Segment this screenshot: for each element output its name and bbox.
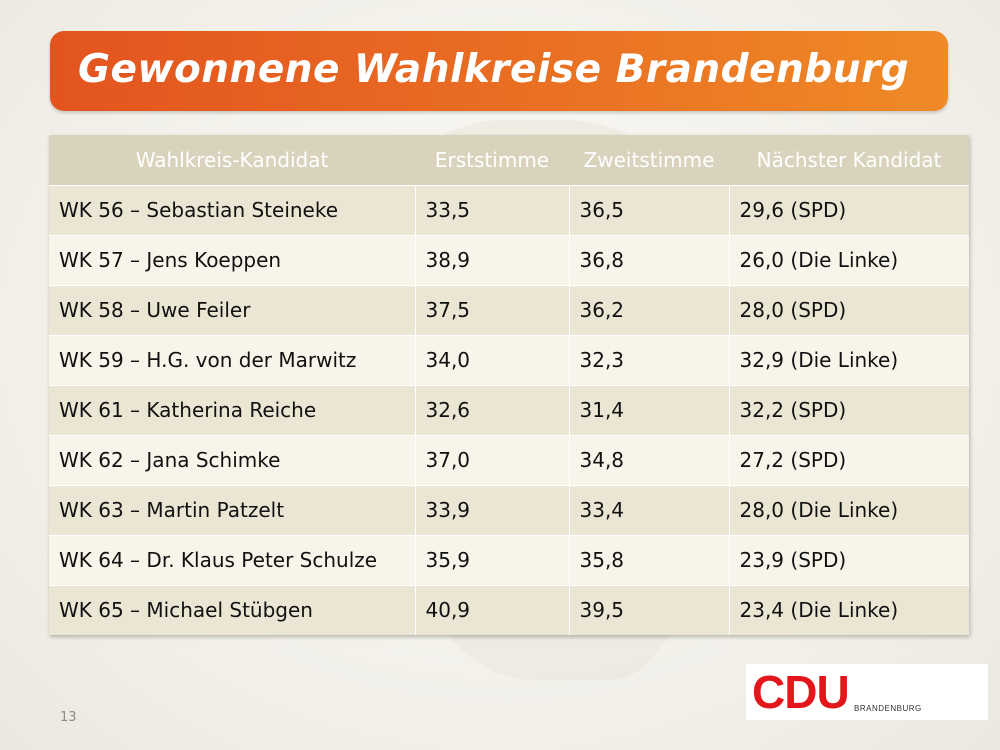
logo-cdu-text: CDU xyxy=(752,666,850,718)
cell-erststimme: 40,9 xyxy=(415,584,570,635)
cell-erststimme: 37,0 xyxy=(415,434,570,485)
cell-kandidat: WK 59 – H.G. von der Marwitz xyxy=(49,334,416,385)
cell-naechster-kandidat: 32,2 (SPD) xyxy=(729,384,969,435)
table-row: WK 62 – Jana Schimke 37,0 34,8 27,2 (SPD… xyxy=(49,434,969,485)
cell-kandidat: WK 61 – Katherina Reiche xyxy=(49,384,416,435)
cell-naechster-kandidat: 28,0 (Die Linke) xyxy=(729,484,969,535)
cell-erststimme: 34,0 xyxy=(415,334,570,385)
cell-kandidat: WK 58 – Uwe Feiler xyxy=(49,284,416,335)
cell-zweitstimme: 35,8 xyxy=(569,534,730,585)
cell-naechster-kandidat: 28,0 (SPD) xyxy=(729,284,969,335)
cell-zweitstimme: 36,8 xyxy=(569,234,730,285)
cell-zweitstimme: 36,2 xyxy=(569,284,730,335)
header-zweitstimme: Zweitstimme xyxy=(583,147,715,172)
cell-kandidat: WK 63 – Martin Patzelt xyxy=(49,484,416,535)
cell-erststimme: 33,9 xyxy=(415,484,570,535)
results-table-container: Wahlkreis-Kandidat Erststimme Zweitstimm… xyxy=(49,135,969,635)
cell-kandidat: WK 65 – Michael Stübgen xyxy=(49,584,416,635)
logo-subtitle: BRANDENBURG xyxy=(854,704,922,713)
cell-naechster-kandidat: 23,9 (SPD) xyxy=(729,534,969,585)
table-row: WK 58 – Uwe Feiler 37,5 36,2 28,0 (SPD) xyxy=(49,284,969,335)
header-naechster-kandidat: Nächster Kandidat xyxy=(756,147,942,172)
cell-zweitstimme: 36,5 xyxy=(569,184,730,235)
header-erststimme: Erststimme xyxy=(434,147,550,172)
cell-kandidat: WK 62 – Jana Schimke xyxy=(49,434,416,485)
table-row: WK 63 – Martin Patzelt 33,9 33,4 28,0 (D… xyxy=(49,484,969,535)
table-row: WK 64 – Dr. Klaus Peter Schulze 35,9 35,… xyxy=(49,534,969,585)
cell-zweitstimme: 34,8 xyxy=(569,434,730,485)
cell-erststimme: 35,9 xyxy=(415,534,570,585)
cell-erststimme: 32,6 xyxy=(415,384,570,435)
table-row: WK 57 – Jens Koeppen 38,9 36,8 26,0 (Die… xyxy=(49,234,969,285)
cell-zweitstimme: 31,4 xyxy=(569,384,730,435)
cell-naechster-kandidat: 23,4 (Die Linke) xyxy=(729,584,969,635)
table-row: WK 61 – Katherina Reiche 32,6 31,4 32,2 … xyxy=(49,384,969,435)
table-row: WK 56 – Sebastian Steineke 33,5 36,5 29,… xyxy=(49,184,969,235)
cell-zweitstimme: 33,4 xyxy=(569,484,730,535)
cell-kandidat: WK 64 – Dr. Klaus Peter Schulze xyxy=(49,534,416,585)
cell-naechster-kandidat: 27,2 (SPD) xyxy=(729,434,969,485)
results-table: Wahlkreis-Kandidat Erststimme Zweitstimm… xyxy=(49,135,969,635)
cell-zweitstimme: 32,3 xyxy=(569,334,730,385)
cell-kandidat: WK 57 – Jens Koeppen xyxy=(49,234,416,285)
cell-erststimme: 37,5 xyxy=(415,284,570,335)
header-kandidat: Wahlkreis-Kandidat xyxy=(135,147,329,172)
cell-naechster-kandidat: 32,9 (Die Linke) xyxy=(729,334,969,385)
cdu-brandenburg-logo: CDU BRANDENBURG xyxy=(746,664,988,720)
page-number: 13 xyxy=(60,710,77,725)
cell-naechster-kandidat: 29,6 (SPD) xyxy=(729,184,969,235)
table-row: WK 59 – H.G. von der Marwitz 34,0 32,3 3… xyxy=(49,334,969,385)
table-header-row: Wahlkreis-Kandidat Erststimme Zweitstimm… xyxy=(49,135,969,185)
cell-erststimme: 38,9 xyxy=(415,234,570,285)
table-row: WK 65 – Michael Stübgen 40,9 39,5 23,4 (… xyxy=(49,584,969,635)
cell-erststimme: 33,5 xyxy=(415,184,570,235)
title-bar: Gewonnene Wahlkreise Brandenburg xyxy=(50,31,948,111)
cell-naechster-kandidat: 26,0 (Die Linke) xyxy=(729,234,969,285)
cell-zweitstimme: 39,5 xyxy=(569,584,730,635)
slide-title: Gewonnene Wahlkreise Brandenburg xyxy=(78,47,910,92)
cell-kandidat: WK 56 – Sebastian Steineke xyxy=(49,184,416,235)
